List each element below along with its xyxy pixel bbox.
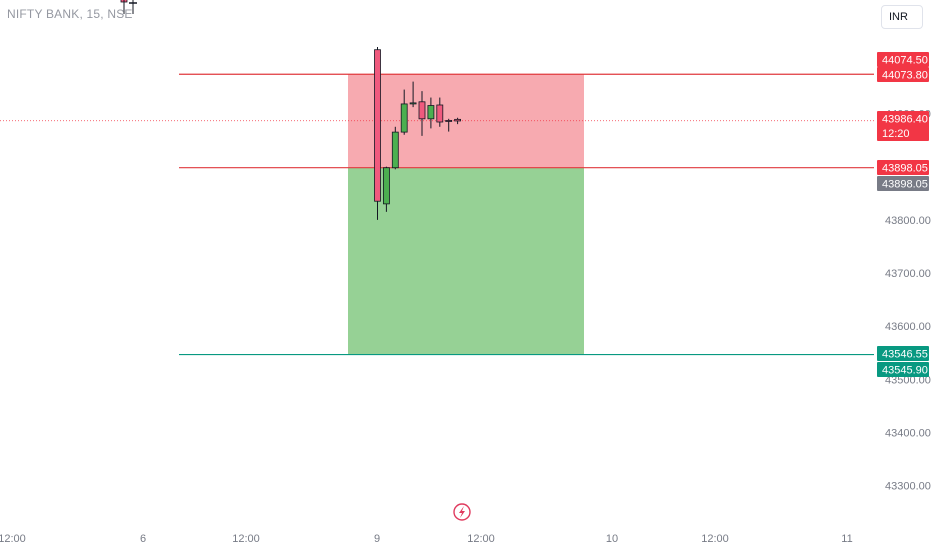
symbol-title: NIFTY BANK, 15, NSE bbox=[7, 7, 133, 21]
price-tick-label: 43700.00 bbox=[885, 268, 931, 280]
price-tick-label: 43500.00 bbox=[885, 374, 931, 386]
candle bbox=[427, 97, 435, 129]
time-axis[interactable]: 12:00 6 12:00 9 12:00 10 12:00 11 bbox=[0, 533, 853, 545]
price-tick-label: 43300.00 bbox=[885, 481, 931, 493]
candle bbox=[454, 117, 462, 125]
time-tick-label: 12:00 bbox=[467, 533, 495, 545]
price-tag: 44073.80 bbox=[877, 67, 929, 82]
price-tag: 43545.90 bbox=[877, 362, 929, 377]
time-tick-label: 12:00 bbox=[232, 533, 260, 545]
candles bbox=[120, 0, 462, 220]
price-tag-box bbox=[877, 111, 929, 141]
time-tick-label: 11 bbox=[841, 533, 852, 545]
candle-body bbox=[436, 104, 444, 123]
candle bbox=[445, 118, 453, 132]
candle bbox=[391, 126, 399, 170]
candle-body bbox=[409, 102, 417, 105]
time-tick-label: 9 bbox=[374, 533, 380, 545]
price-tag-label: 43898.05 bbox=[882, 163, 928, 175]
price-tick-label: 43800.00 bbox=[885, 215, 931, 227]
price-tag: 43546.55 bbox=[877, 346, 929, 361]
candle-body bbox=[400, 103, 408, 133]
price-tag-label: 43898.05 bbox=[882, 179, 928, 191]
candle-body bbox=[391, 131, 399, 169]
candle bbox=[409, 81, 417, 108]
candle-body bbox=[374, 49, 381, 202]
price-tag-label: 44073.80 bbox=[882, 70, 928, 82]
time-tick-label: 6 bbox=[140, 533, 146, 545]
lightning-icon[interactable] bbox=[453, 503, 471, 521]
position-zones bbox=[348, 74, 584, 355]
currency-button[interactable]: INR bbox=[881, 5, 923, 29]
price-tag-box bbox=[877, 362, 929, 377]
time-tick-label: 12:00 bbox=[0, 533, 26, 545]
candle bbox=[436, 97, 444, 127]
price-tag: 44074.50 bbox=[877, 52, 929, 67]
position-lines bbox=[0, 73, 874, 356]
price-tag-countdown: 12:20 bbox=[882, 128, 910, 140]
price-tag-box bbox=[877, 67, 929, 82]
price-tag: 43986.40 12:20 bbox=[877, 111, 929, 141]
candle bbox=[382, 166, 390, 212]
candle-body bbox=[418, 101, 426, 120]
candle bbox=[400, 89, 408, 135]
price-tag-box bbox=[877, 52, 929, 67]
price-tag-label: 44074.50 bbox=[882, 55, 928, 67]
stop-loss-zone bbox=[348, 74, 584, 168]
price-tag: 43898.05 bbox=[877, 160, 929, 175]
price-tag-label: 43986.40 bbox=[882, 114, 928, 126]
candle bbox=[374, 47, 381, 220]
price-tag-box bbox=[877, 160, 929, 175]
time-tick-label: 10 bbox=[606, 533, 618, 545]
time-tick-label: 12:00 bbox=[701, 533, 729, 545]
price-tags: 44074.50 44073.80 43986.40 12:20 43898.05 438… bbox=[877, 52, 929, 377]
price-tick-label: 43600.00 bbox=[885, 321, 931, 333]
candle-body bbox=[427, 105, 435, 120]
price-tag-box bbox=[877, 176, 929, 191]
price-tick-label: 43400.00 bbox=[885, 427, 931, 439]
price-tag: 43898.05 bbox=[877, 176, 929, 191]
candle bbox=[418, 91, 426, 136]
price-tag-box bbox=[877, 346, 929, 361]
candle-body bbox=[454, 118, 462, 122]
candle-body bbox=[445, 120, 453, 122]
price-tag-label: 43545.90 bbox=[882, 365, 928, 377]
price-tag-label: 43546.55 bbox=[882, 349, 928, 361]
candle-body bbox=[382, 167, 390, 205]
